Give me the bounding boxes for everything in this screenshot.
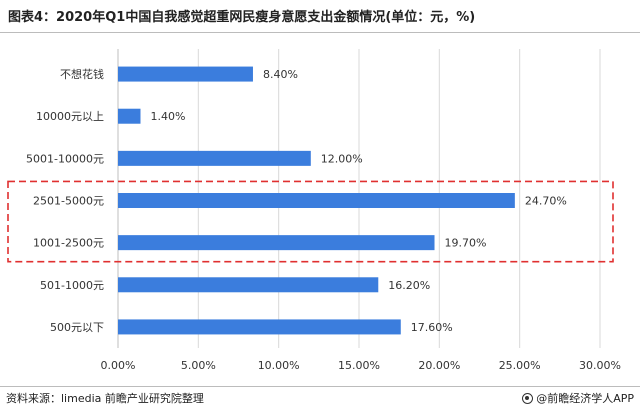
data-label: 8.40% (263, 68, 298, 81)
category-label: 不想花钱 (60, 67, 104, 81)
bar (118, 235, 435, 251)
data-label: 1.40% (150, 110, 185, 123)
brand-logo-icon (522, 392, 534, 404)
data-label: 17.60% (411, 321, 453, 334)
brand-text: @前瞻经济学人APP (536, 392, 634, 405)
source-note: 资料来源：limedia 前瞻产业研究院整理 (6, 392, 204, 405)
data-label: 12.00% (321, 152, 363, 165)
bar (118, 277, 379, 293)
x-tick-label: 5.00% (181, 359, 216, 372)
x-tick-label: 0.00% (101, 359, 136, 372)
chart-title: 图表4：2020年Q1中国自我感觉超重网民瘦身意愿支出金额情况(单位：元，%) (8, 10, 476, 25)
footer-divider (0, 386, 640, 387)
bar-chart: 0.00% 5.00% 10.00% 15.00% 20.00% 25.00% 30.00%… (7, 49, 621, 372)
category-label: 2501-5000元 (33, 195, 104, 208)
brand-credit: @前瞻经济学人APP (522, 390, 634, 406)
data-label: 16.20% (388, 279, 430, 292)
data-label: 24.70% (525, 195, 567, 208)
highlight-box (7, 180, 614, 263)
category-label: 5001-10000元 (26, 152, 104, 165)
x-tick-label: 20.00% (418, 359, 460, 372)
bar (118, 66, 253, 82)
bar (118, 150, 311, 166)
category-label: 500元以下 (50, 321, 104, 334)
x-tick-label: 10.00% (258, 359, 300, 372)
x-tick-label: 30.00% (579, 359, 621, 372)
bar (118, 108, 141, 124)
category-label: 10000元以上 (36, 110, 104, 123)
x-tick-label: 25.00% (499, 359, 541, 372)
bar (118, 193, 515, 208)
bar (118, 319, 401, 335)
title-divider (0, 32, 640, 33)
x-tick-label: 15.00% (338, 359, 380, 372)
category-label: 1001-2500元 (33, 237, 104, 250)
data-label: 19.70% (445, 237, 487, 250)
category-label: 501-1000元 (40, 279, 104, 292)
